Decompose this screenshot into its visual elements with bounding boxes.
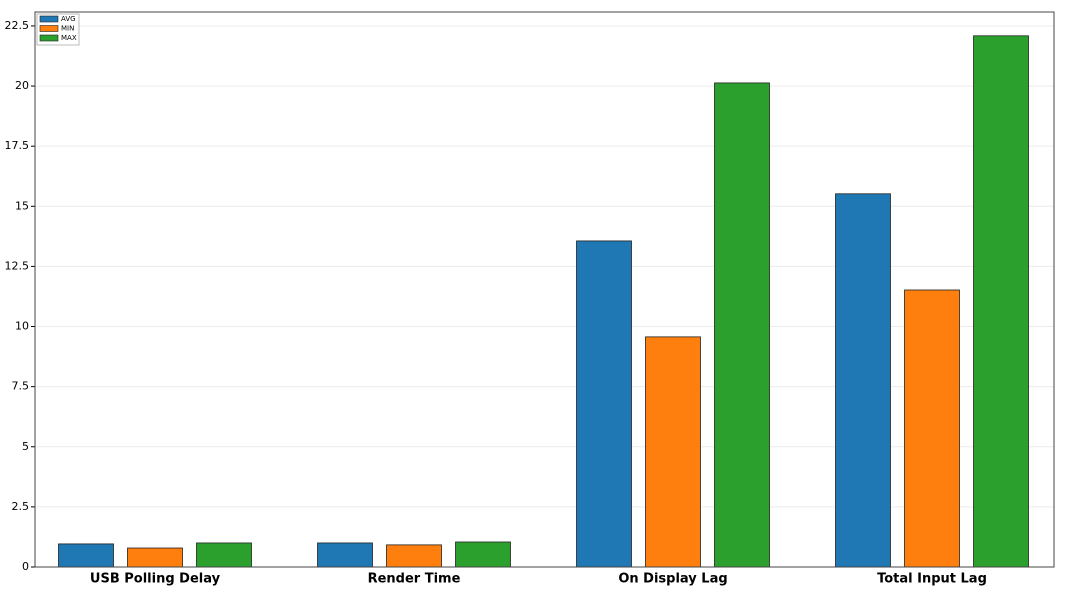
legend-swatch — [39, 25, 59, 32]
bar — [835, 193, 891, 568]
bar — [127, 547, 183, 568]
x-tick-label: Render Time — [368, 572, 461, 587]
bar — [455, 541, 511, 568]
bar — [904, 289, 960, 568]
bar — [576, 240, 632, 568]
legend-swatch — [39, 34, 59, 42]
x-tick-label: On Display Lag — [618, 572, 727, 587]
legend-label: MIN — [61, 25, 74, 33]
legend-swatch — [39, 15, 59, 23]
y-tick-label: 20 — [15, 79, 29, 92]
y-tick-label: 0 — [22, 560, 29, 573]
y-tick-label: 12.5 — [5, 259, 30, 272]
legend-label: AVG — [61, 15, 76, 23]
bar — [386, 544, 442, 568]
y-tick-label: 7.5 — [12, 380, 30, 393]
y-tick-label: 2.5 — [12, 500, 30, 513]
y-tick-label: 10 — [15, 320, 29, 333]
x-tick-label: USB Polling Delay — [90, 572, 221, 587]
bar — [973, 35, 1029, 568]
bar — [714, 82, 770, 568]
legend-label: MAX — [61, 34, 77, 42]
bar — [58, 543, 114, 568]
x-tick-label: Total Input Lag — [877, 572, 987, 587]
plot-frame — [34, 11, 1055, 568]
y-tick-label: 5 — [22, 440, 29, 453]
y-tick-label: 22.5 — [5, 19, 30, 32]
bar — [317, 542, 373, 568]
bar — [196, 542, 252, 568]
bar — [645, 336, 701, 568]
y-tick-label: 15 — [15, 199, 29, 212]
y-tick-label: 17.5 — [5, 139, 30, 152]
